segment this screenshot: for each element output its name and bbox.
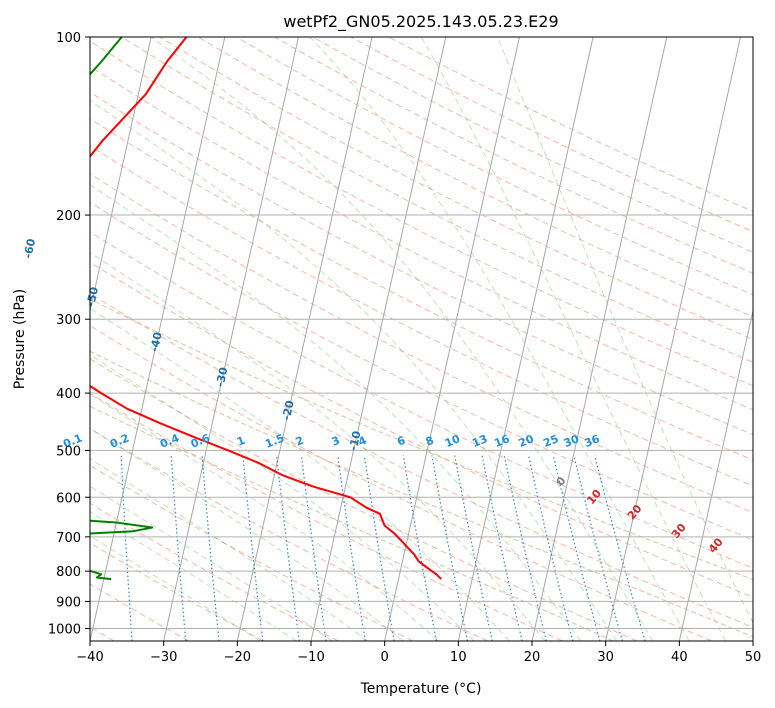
moist-adiabat-line [150,37,654,641]
mixing-ratio-label: 2 [294,434,306,449]
moist-adiabat-line [90,393,439,641]
moist-adiabat-line [90,485,333,641]
isotherm-line [236,37,373,641]
dry-adiabat-line [90,91,753,436]
moist-adiabat-line [90,427,404,641]
x-tick-label: 40 [671,650,688,665]
moist-adiabat-line [309,37,690,641]
moist-adiabat-line [90,184,582,641]
plot-area [90,37,753,641]
x-tick-label: 0 [381,650,389,665]
moist-adiabat-line [497,37,753,624]
moist-adiabat-line [90,535,261,641]
dry-adiabat-line [90,583,190,641]
y-tick-label: 800 [56,565,81,580]
moist-adiabat-line [90,252,546,641]
mixing-ratio-label: 13 [470,432,489,450]
y-tick-label: 900 [56,595,81,610]
dry-adiabat-line [90,502,339,641]
profiles [90,37,442,581]
y-axis-ticks: 100 200 300 400 500 600 700 800 900 1000 [48,31,90,637]
theta-e-line [90,298,753,581]
isotherm-label: -20 [280,399,297,422]
moist-adiabat-line [420,37,727,641]
plot-frame [89,36,754,642]
isotherm-label: -30 [214,366,231,389]
dry-adiabat-line [90,145,753,487]
x-tick-label: 30 [597,650,614,665]
isotherm-labels: -100-90-80-70-60-50-40-30-20-10 [21,237,364,452]
mixing-ratio-label: 16 [492,432,511,450]
background-lines [0,37,753,642]
y-tick-label: 500 [56,444,81,459]
y-tick-label: 100 [56,31,81,46]
x-tick-label: −20 [224,650,251,665]
theta-e-line [90,405,614,641]
dry-adiabat-line [90,173,753,514]
y-tick-label: 300 [56,313,81,328]
mixing-ratio-label: 36 [583,432,602,450]
x-tick-label: −30 [150,650,177,665]
isotherm-line [457,37,594,641]
x-tick-label: −10 [297,650,324,665]
moist-adiabat-line [90,458,368,641]
isotherm-line [90,37,226,641]
isotherm-label: -40 [148,331,165,354]
y-tick-label: 1000 [48,622,81,637]
mixing-ratio-label: 10 [443,432,462,450]
x-tick-label: −40 [76,650,103,665]
y-tick-label: 700 [56,531,81,546]
x-axis-ticks: −40 −30 −20 −10 0 10 20 30 40 50 [76,641,761,665]
mixing-ratio-line [74,456,82,642]
mixing-ratio-label: 8 [424,434,436,449]
mixing-ratio-label: 25 [541,432,560,450]
isotherm-line [90,37,152,314]
isotherm-label: -50 [84,285,101,308]
chart-title: wetPf2_GN05.2025.143.05.23.E29 [283,12,558,32]
y-axis-label: Pressure (hPa) [12,289,28,389]
x-axis-label: Temperature (°C) [360,681,482,697]
dry-adiabat-line [90,464,414,641]
dry-adiabat-line [90,65,753,411]
mixing-ratio-line [120,455,133,641]
isotherm-line [678,308,753,641]
dry-adiabat-line [90,231,753,569]
dry-adiabat-line [90,358,638,641]
mixing-ratio-label: 20 [517,432,536,450]
mixing-ratio-label: 30 [562,432,581,450]
isotherm-line [163,37,299,641]
dry-adiabat-line [90,261,753,598]
dry-adiabat-line [90,292,753,628]
isotherm-line [531,37,668,641]
dry-adiabat-line [90,201,753,541]
mixing-ratio-label: 3 [330,434,342,449]
isotherm-label: -10 [347,429,364,452]
y-tick-label: 400 [56,387,81,402]
mixing-ratio-label: 1 [235,434,247,449]
x-tick-label: 50 [745,650,762,665]
isotherm-line [752,638,753,641]
isotherm-line [0,37,4,641]
x-tick-label: 10 [450,650,467,665]
y-tick-label: 600 [56,491,81,506]
isotherm-label: -60 [21,237,38,260]
x-tick-label: 20 [524,650,541,665]
dry-adiabat-line [159,37,753,340]
pressure-gridlines [90,37,753,629]
y-tick-label: 200 [56,209,81,224]
moist-adiabat-line [90,99,618,641]
isotherm-line [605,37,741,641]
isotherm-line [384,37,520,641]
dry-adiabat-line [197,37,753,318]
temperature-profile-line [90,37,442,580]
isotherm-line [310,37,447,641]
